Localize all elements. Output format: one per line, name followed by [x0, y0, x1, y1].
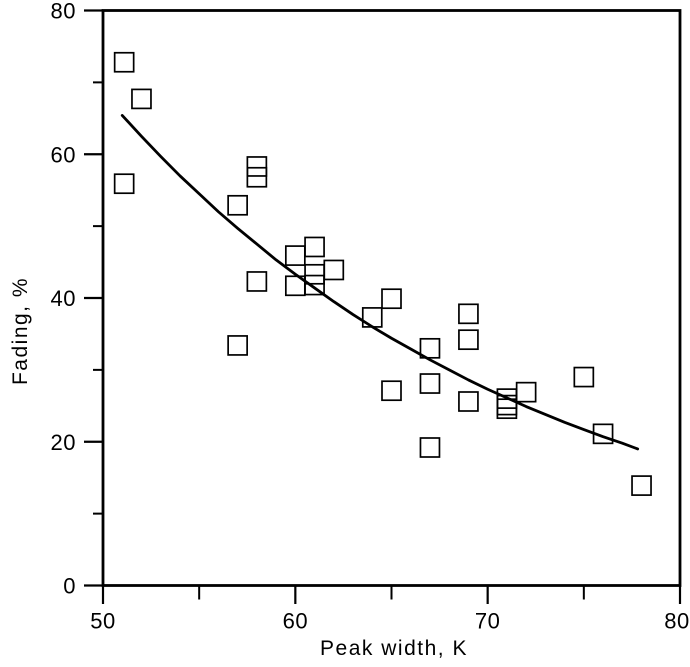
data-point-marker [381, 288, 402, 310]
x-tick-label: 80 [664, 609, 689, 634]
x-tick-label: 60 [283, 609, 308, 634]
fit-curve [120, 114, 640, 451]
data-point-marker [419, 337, 441, 359]
data-point-marker [458, 391, 479, 412]
data-point-marker [573, 366, 595, 388]
data-point-marker [323, 259, 345, 281]
data-point-marker [246, 271, 268, 292]
data-point-marker [381, 380, 402, 402]
x-tick-label: 50 [90, 609, 115, 634]
data-point-marker [284, 275, 306, 297]
plot-frame [101, 9, 682, 587]
data-point-marker [113, 173, 135, 195]
data-point-marker [227, 194, 248, 216]
data-point-marker [419, 437, 441, 458]
y-tick-label: 0 [63, 574, 76, 599]
data-point-marker [131, 88, 152, 110]
data-point-marker [284, 245, 306, 266]
data-point-marker [246, 166, 268, 188]
y-tick-label: 80 [51, 0, 76, 24]
data-point-marker [515, 381, 537, 403]
data-point-marker [419, 373, 441, 394]
data-point-marker [113, 51, 135, 73]
y-axis-title: Fading, % [9, 276, 32, 386]
x-tick-label: 70 [475, 609, 500, 634]
data-point-marker [304, 236, 325, 258]
data-point-marker [631, 475, 652, 496]
data-point-marker [227, 335, 248, 356]
data-point-marker [304, 263, 325, 285]
data-point-marker [458, 329, 479, 351]
x-axis-title: Peak width, K [320, 637, 468, 660]
data-point-marker [246, 156, 268, 177]
y-tick-label: 40 [51, 286, 76, 311]
y-tick-label: 20 [51, 430, 76, 455]
data-point-marker [458, 303, 479, 325]
y-tick-label: 60 [51, 142, 76, 167]
